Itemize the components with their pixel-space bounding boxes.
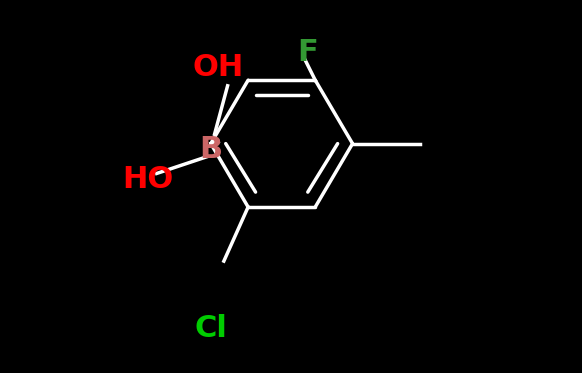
Text: F: F — [297, 38, 318, 67]
Text: B: B — [199, 135, 222, 164]
Text: OH: OH — [193, 53, 244, 82]
Text: Cl: Cl — [194, 314, 227, 343]
Text: HO: HO — [122, 164, 173, 194]
